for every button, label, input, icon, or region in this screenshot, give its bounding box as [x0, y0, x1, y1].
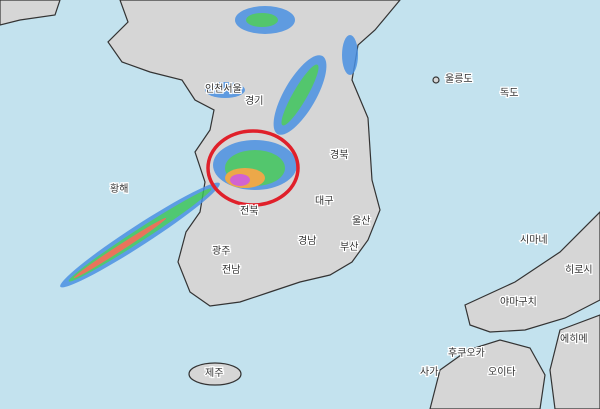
place-label: 광주 — [212, 245, 230, 257]
place-label: 제주 — [205, 367, 223, 379]
place-label: 히로시 — [565, 264, 593, 276]
place-label: 황해 — [110, 182, 128, 195]
place-label: 사가 — [420, 366, 438, 378]
radar-echo — [60, 6, 358, 288]
place-label: 전남 — [222, 264, 240, 276]
place-label: 독도 — [500, 87, 518, 99]
place-label: 대구 — [315, 195, 333, 207]
place-label: 에히메 — [560, 333, 588, 345]
place-label: 부산 — [340, 241, 358, 253]
place-label: 야마구치 — [500, 296, 537, 308]
place-label: 경기 — [245, 94, 263, 107]
place-label: 시마네 — [520, 234, 548, 246]
place-label: 경북 — [330, 148, 348, 161]
place-label: 전북 — [240, 205, 258, 217]
place-label: 오이타 — [488, 366, 516, 378]
place-label: 울릉도 — [445, 73, 473, 85]
place-label: 울산 — [352, 215, 370, 227]
highlight-circle — [206, 129, 300, 207]
place-label: 경남 — [298, 234, 316, 247]
place-label: 인천서울 — [205, 83, 242, 95]
labels: 인천서울 경기 울릉도 독도 황해 경북 전북 대구 울산 경남 부산 광주 전… — [109, 72, 594, 381]
place-label: 후쿠오카 — [448, 347, 485, 359]
